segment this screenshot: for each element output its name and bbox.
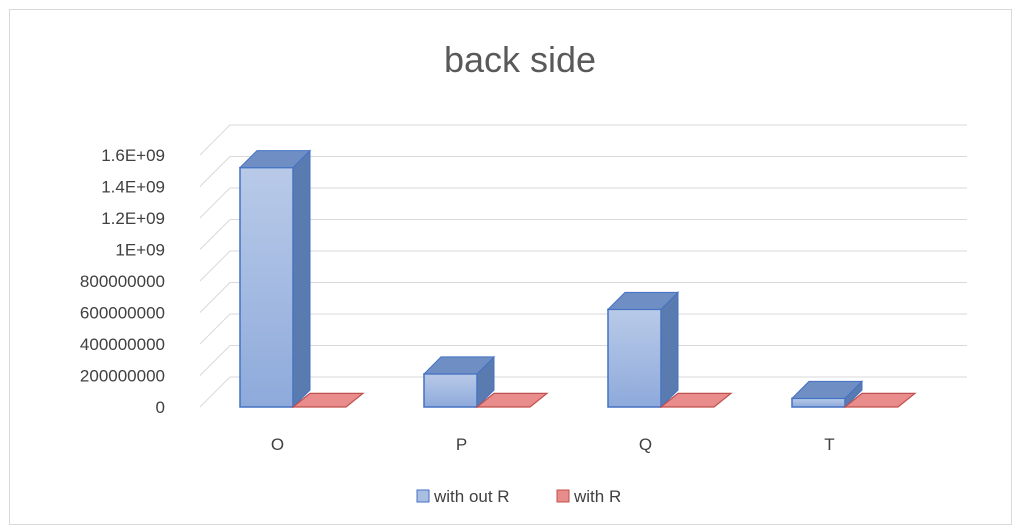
- bar-front: [607, 308, 662, 408]
- bars: [238, 149, 917, 409]
- x-category-label: O: [271, 435, 284, 454]
- bar-with-out-r: [422, 355, 496, 409]
- gridline: [199, 345, 967, 376]
- y-tick-label: 0: [156, 398, 165, 417]
- bar-with-r: [475, 392, 549, 408]
- bar-top: [238, 150, 312, 169]
- gridline: [199, 124, 967, 156]
- y-tick-label: 400000000: [80, 335, 165, 354]
- bar-with-r: [291, 392, 365, 408]
- legend-label-with-r: with R: [573, 487, 621, 506]
- gridline: [199, 187, 967, 219]
- gridlines: [199, 124, 967, 408]
- bar-side: [660, 291, 679, 409]
- y-axis-ticks: 0 200000000 400000000 600000000 800000000 1E+…: [80, 146, 165, 417]
- bar-side: [292, 149, 311, 409]
- x-category-label: Q: [639, 435, 652, 454]
- legend-label-with-out-r: with out R: [433, 487, 510, 506]
- gridline: [199, 219, 967, 250]
- bar-front: [423, 373, 478, 408]
- legend: with out R with R: [416, 487, 621, 506]
- bar-with-r: [659, 392, 733, 408]
- y-tick-label: 800000000: [80, 272, 165, 291]
- y-tick-label: 1.6E+09: [101, 146, 165, 165]
- gridline: [199, 376, 967, 408]
- bar-top: [843, 392, 917, 408]
- bar-with-out-r: [790, 380, 864, 409]
- chart-title: back side: [444, 39, 596, 80]
- bar-with-out-r: [606, 291, 680, 409]
- bar-with-out-r: [238, 149, 312, 409]
- y-tick-label: 600000000: [80, 304, 165, 323]
- bar-top: [291, 392, 365, 408]
- gridline: [199, 313, 967, 345]
- bar-top: [790, 380, 864, 399]
- x-category-label: T: [824, 435, 834, 454]
- bar-top: [422, 356, 496, 375]
- gridline: [199, 156, 967, 187]
- x-category-label: P: [456, 435, 467, 454]
- y-tick-label: 1.4E+09: [101, 178, 165, 197]
- y-tick-label: 1E+09: [115, 241, 165, 260]
- bar-with-r: [843, 392, 917, 408]
- bar-top: [606, 291, 680, 310]
- legend-swatch-with-r: [556, 489, 570, 503]
- bar-top: [475, 392, 549, 408]
- bar-front: [239, 166, 294, 408]
- y-tick-label: 1.2E+09: [101, 209, 165, 228]
- legend-swatch-with-out-r: [416, 489, 430, 503]
- gridline: [199, 250, 967, 282]
- chart-frame: [9, 9, 1012, 525]
- bar-front: [791, 397, 846, 408]
- y-tick-label: 200000000: [80, 367, 165, 386]
- bar-top: [659, 392, 733, 408]
- gridline: [199, 282, 967, 313]
